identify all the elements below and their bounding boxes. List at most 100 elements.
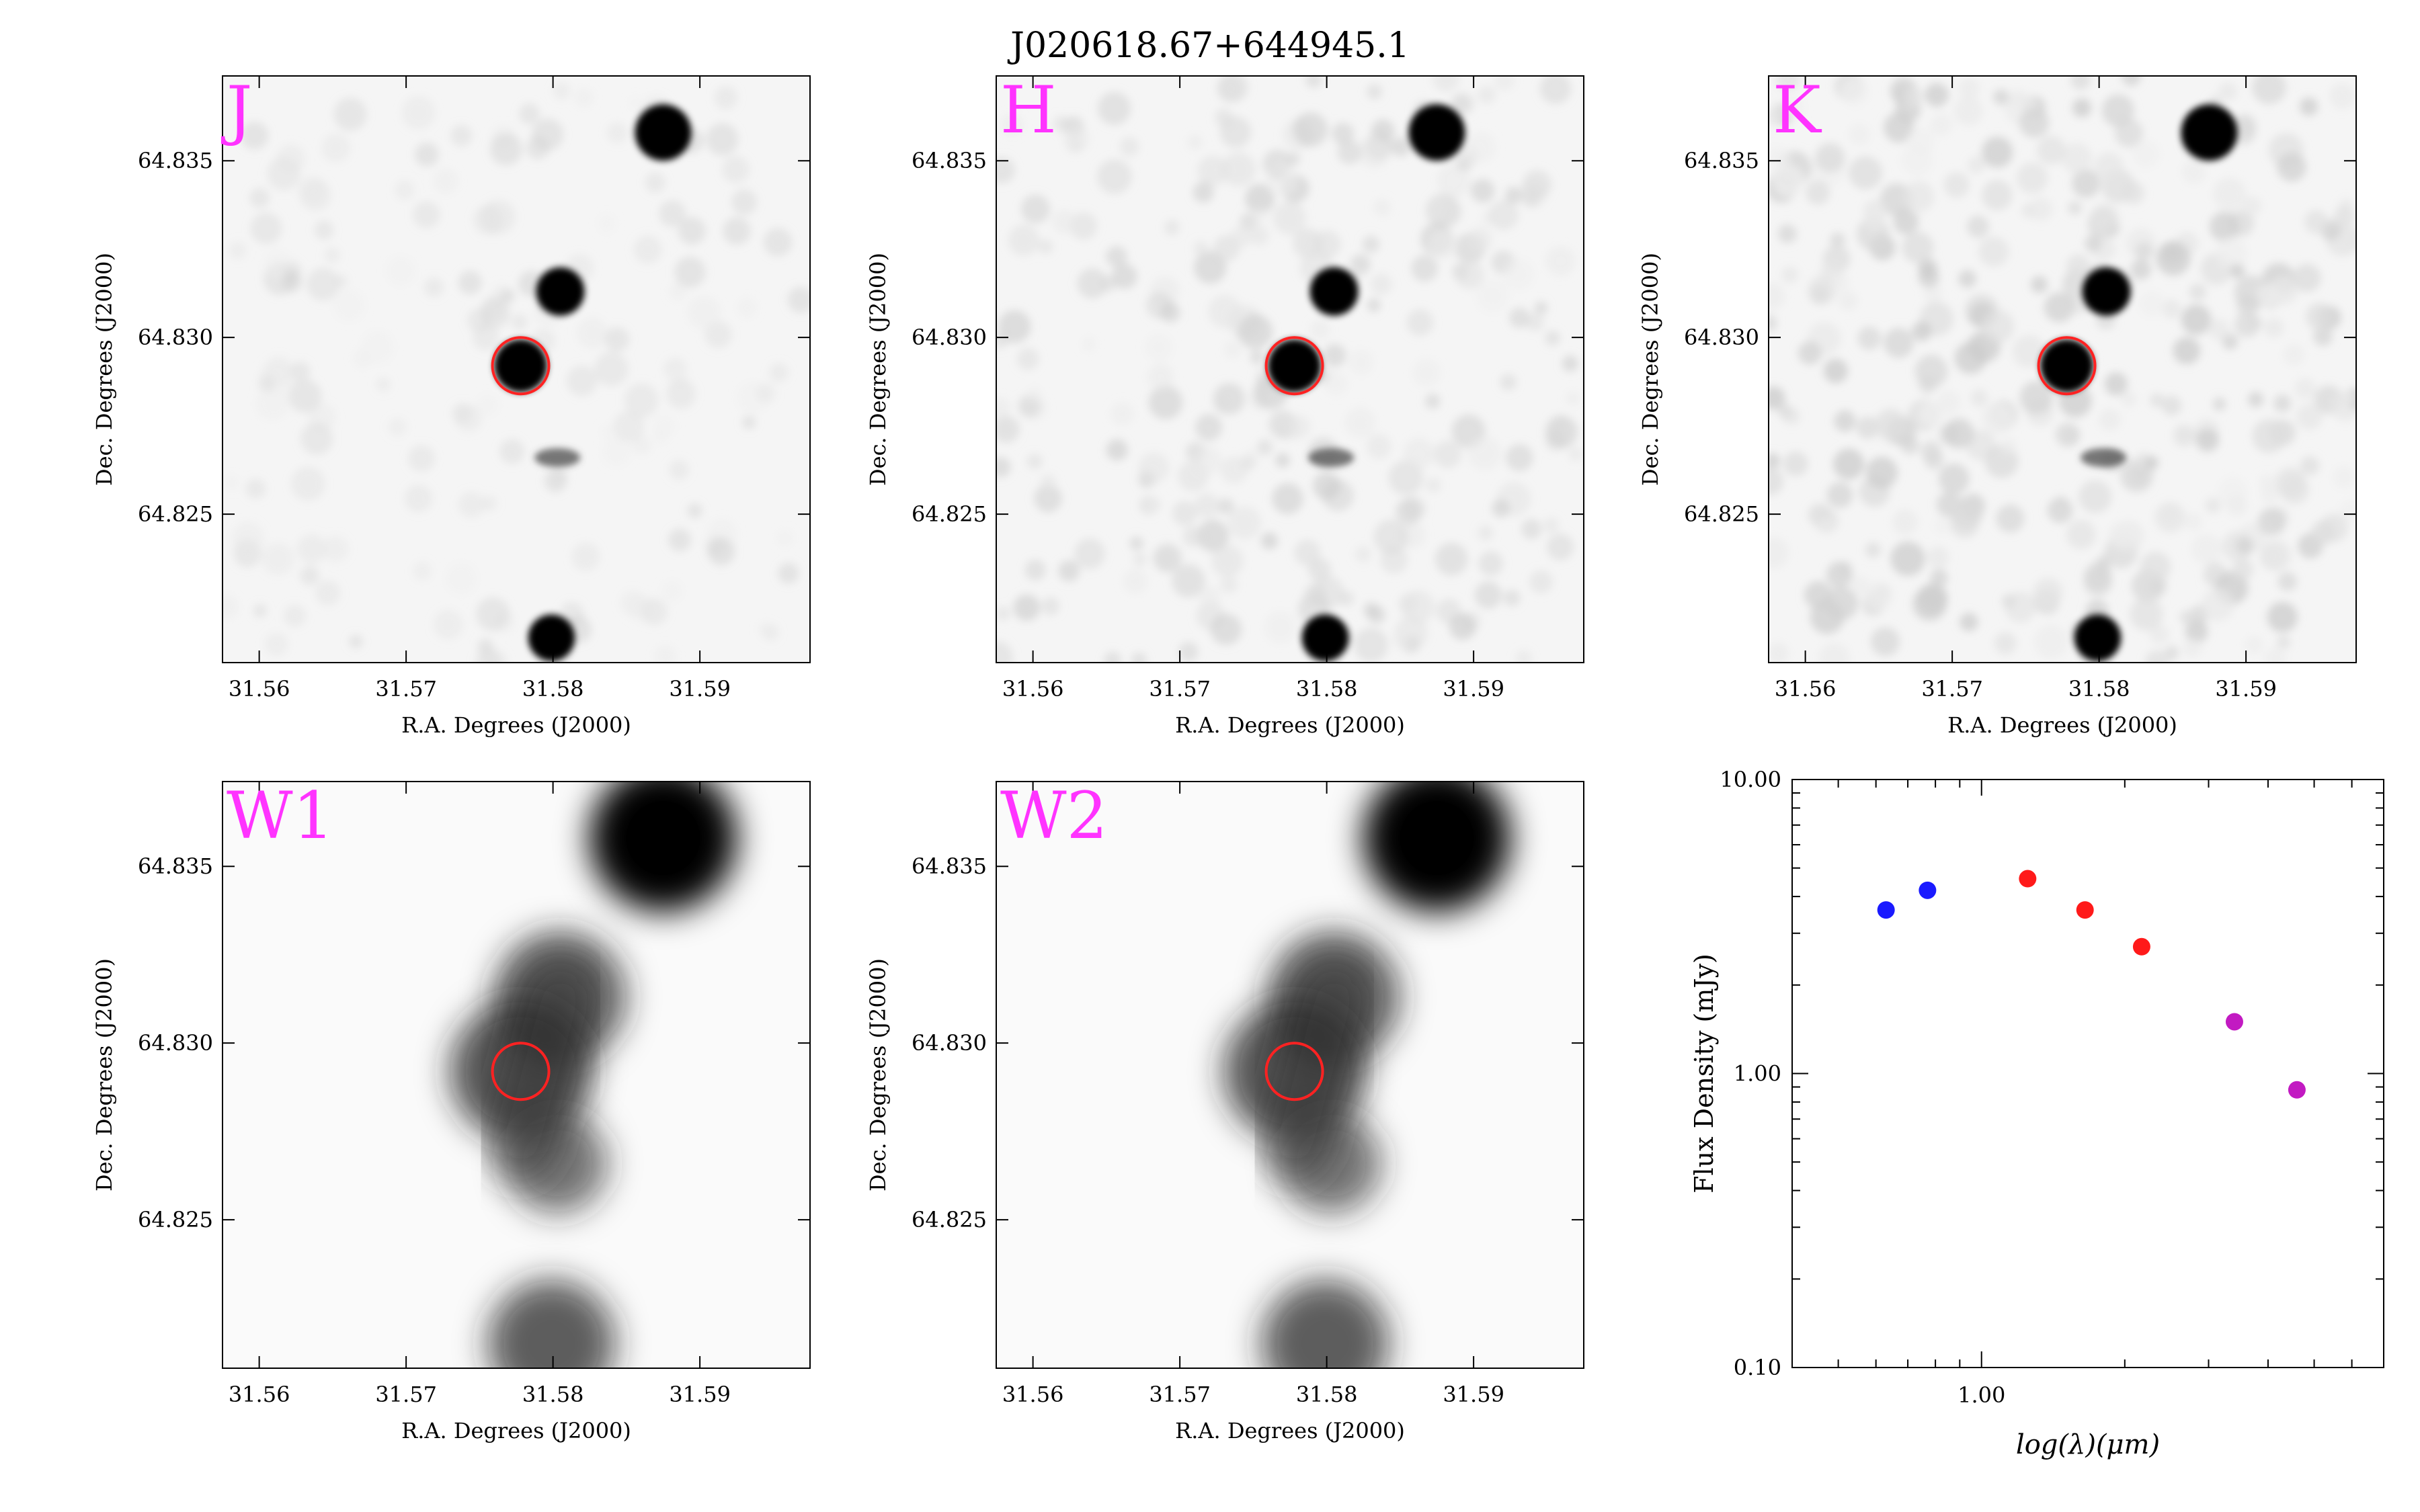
- x-axis-label: R.A. Degrees (J2000): [1175, 1418, 1405, 1443]
- y-tick-label: 64.825: [138, 1207, 213, 1232]
- target-marker-circle: [491, 1042, 551, 1101]
- x-tick-label: 31.58: [522, 1382, 584, 1407]
- y-tick-label: 64.835: [912, 853, 987, 879]
- x-axis-label: R.A. Degrees (J2000): [1175, 712, 1405, 738]
- x-tick-label: 31.57: [1149, 676, 1211, 702]
- y-axis-label: Dec. Degrees (J2000): [865, 958, 891, 1191]
- source-3: [1308, 448, 1355, 467]
- y-axis-label: Dec. Degrees (J2000): [91, 253, 117, 486]
- sed-y-axis-label: Flux Density (mJy): [1689, 954, 1719, 1193]
- x-tick-label: 31.56: [229, 1382, 290, 1407]
- noise-texture: [1769, 76, 2356, 663]
- image-panel-w2: 31.56 31.57 31.58 31.59 64.825 64.830 64.835 R.…: [865, 778, 1584, 1443]
- y-tick-label: 64.830: [1684, 325, 1759, 350]
- target-marker-circle: [2037, 336, 2097, 396]
- source-2: [2040, 339, 2094, 392]
- source-1: [2082, 267, 2131, 316]
- x-tick-label: 31.56: [1775, 676, 1837, 702]
- source-core: [1400, 801, 1474, 876]
- source-0: [635, 104, 692, 161]
- y-axis-label: Dec. Degrees (J2000): [1638, 253, 1663, 486]
- image-panel-j: 31.56 31.57 31.58 31.59 64.825 64.830 64.835 R.…: [91, 73, 811, 738]
- target-marker-circle: [1264, 336, 1324, 396]
- band-label: W2: [1000, 778, 1108, 853]
- source-0: [2181, 104, 2238, 161]
- source-4: [2074, 614, 2122, 661]
- sed-point-0: [1877, 901, 1895, 919]
- x-tick-label: 31.56: [1002, 676, 1064, 702]
- source-4: [528, 614, 575, 661]
- image-panel-h: 31.56 31.57 31.58 31.59 64.825 64.830 64.835 R.…: [865, 73, 1584, 738]
- image-panels: 31.56 31.57 31.58 31.59 64.825 64.830 64.835 R.…: [91, 73, 2357, 1443]
- source-1: [1309, 267, 1359, 316]
- sed-frame: [1791, 779, 2384, 1368]
- x-tick-label: 31.59: [1443, 676, 1504, 702]
- band-label: K: [1773, 73, 1822, 148]
- x-tick-label: 31.57: [1149, 1382, 1211, 1407]
- source-4: [487, 1279, 616, 1368]
- blended-emission: [1257, 960, 1371, 1183]
- sed-point-3: [2076, 901, 2094, 919]
- image-frame: [1768, 75, 2357, 663]
- image-frame: [222, 781, 811, 1369]
- image-frame: [996, 781, 1584, 1369]
- y-tick-label: 64.835: [138, 853, 213, 879]
- x-tick-label: 31.57: [375, 676, 437, 702]
- source-core: [626, 801, 700, 876]
- sed-point-6: [2288, 1081, 2306, 1099]
- y-tick-label: 64.825: [138, 501, 213, 527]
- y-tick-label: 64.825: [912, 501, 987, 527]
- x-tick-label: 31.59: [2215, 676, 2277, 702]
- image-panel-w1: 31.56 31.57 31.58 31.59 64.825 64.830 64.835 R.…: [91, 778, 811, 1443]
- source-0: [1408, 104, 1465, 161]
- image-frame: [996, 75, 1584, 663]
- target-marker-circle: [491, 336, 551, 396]
- sed-point-1: [1919, 881, 1937, 899]
- sed-point-5: [2225, 1013, 2243, 1031]
- image-content: [1223, 782, 1511, 1368]
- sed-point-4: [2132, 937, 2150, 956]
- x-tick-label: 31.58: [522, 676, 584, 702]
- source-1: [536, 267, 585, 316]
- sed-y-tick-label: 1.00: [1734, 1061, 1781, 1087]
- sed-y-tick-label: 0.10: [1734, 1355, 1781, 1380]
- x-tick-label: 31.56: [229, 676, 290, 702]
- blended-emission: [483, 960, 598, 1183]
- x-tick-label: 31.57: [1921, 676, 1983, 702]
- x-tick-label: 31.59: [669, 676, 731, 702]
- y-tick-label: 64.835: [1684, 148, 1759, 173]
- source-2: [493, 339, 548, 392]
- figure-title: J020618.67+644945.1: [1010, 26, 1410, 66]
- sed-point-2: [2019, 870, 2037, 888]
- x-tick-label: 31.56: [1002, 1382, 1064, 1407]
- band-label: W1: [227, 778, 334, 853]
- image-content: [1769, 76, 2356, 663]
- image-content: [450, 782, 737, 1368]
- y-tick-label: 64.830: [138, 325, 213, 350]
- y-tick-label: 64.830: [138, 1030, 213, 1056]
- x-tick-label: 31.58: [1296, 676, 1358, 702]
- sed-y-tick-label: 10.00: [1720, 767, 1781, 792]
- band-label: H: [1000, 73, 1057, 148]
- x-tick-label: 31.57: [375, 1382, 437, 1407]
- sed-x-axis-label: log(λ)(μm): [2016, 1429, 2160, 1460]
- image-frame: [222, 75, 811, 663]
- x-tick-label: 31.58: [1296, 1382, 1358, 1407]
- y-tick-label: 64.830: [912, 1030, 987, 1056]
- source-3: [2081, 448, 2127, 467]
- y-tick-label: 64.835: [912, 148, 987, 173]
- y-axis-label: Dec. Degrees (J2000): [91, 958, 117, 1191]
- y-tick-label: 64.830: [912, 325, 987, 350]
- x-tick-label: 31.59: [1443, 1382, 1504, 1407]
- y-tick-label: 64.835: [138, 148, 213, 173]
- source-4: [1301, 614, 1349, 661]
- source-2: [1267, 339, 1322, 392]
- source-3: [534, 448, 581, 467]
- image-panel-k: 31.56 31.57 31.58 31.59 64.825 64.830 64.835 R.…: [1638, 73, 2357, 738]
- x-axis-label: R.A. Degrees (J2000): [1947, 712, 2177, 738]
- x-axis-label: R.A. Degrees (J2000): [401, 712, 631, 738]
- sed-x-tick-label: 1.00: [1958, 1382, 2005, 1408]
- source-4: [1261, 1279, 1389, 1368]
- x-tick-label: 31.58: [2068, 676, 2130, 702]
